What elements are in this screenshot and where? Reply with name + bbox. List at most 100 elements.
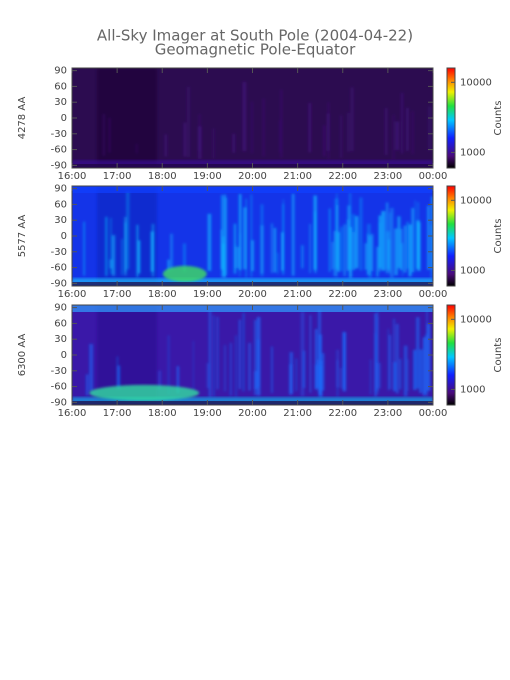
streak <box>426 323 431 391</box>
streak <box>381 210 386 271</box>
streak <box>350 87 354 152</box>
streak <box>212 128 215 159</box>
streak <box>377 311 379 392</box>
streak <box>392 318 396 390</box>
streak <box>136 224 139 278</box>
y-tick-label: 0 <box>61 231 67 242</box>
streak <box>376 246 379 277</box>
streak <box>251 101 253 154</box>
streak <box>176 366 180 394</box>
y-tick-label: 90 <box>54 303 67 314</box>
streak <box>346 219 351 272</box>
x-tick-label: 23:00 <box>373 171 402 182</box>
streak <box>427 205 430 270</box>
x-tick-label: 23:00 <box>373 289 402 300</box>
x-tick-label: 18:00 <box>148 408 177 419</box>
streak <box>321 353 325 391</box>
y-tick-label: 90 <box>54 184 67 195</box>
streak <box>364 243 367 270</box>
y-tick-label: 30 <box>54 97 67 108</box>
streak <box>401 242 404 277</box>
x-tick-label: 21:00 <box>283 171 312 182</box>
streak <box>167 335 170 395</box>
streak <box>392 114 395 160</box>
x-tick-label: 22:00 <box>328 171 357 182</box>
x-tick-label: 23:00 <box>373 408 402 419</box>
heatmap-image <box>72 305 433 405</box>
streak <box>183 122 187 157</box>
streak <box>111 235 115 275</box>
streak <box>280 89 283 158</box>
streak <box>354 216 359 269</box>
streak <box>223 345 227 392</box>
colorbar <box>446 67 456 169</box>
streak <box>327 102 330 159</box>
streak <box>399 358 402 390</box>
streak <box>366 223 371 275</box>
y-axis-label: 6300 AA <box>17 334 28 377</box>
streak <box>416 220 420 269</box>
streak <box>389 207 394 278</box>
streak <box>300 311 305 397</box>
streak <box>250 240 255 272</box>
streak <box>207 213 212 271</box>
x-tick-label: 16:00 <box>58 408 87 419</box>
streak <box>102 113 106 156</box>
streak <box>238 319 241 390</box>
x-tick-label: 22:00 <box>328 289 357 300</box>
streak <box>221 243 225 278</box>
streak <box>403 345 408 397</box>
streak <box>343 224 347 277</box>
streak <box>167 259 170 272</box>
x-tick-label: 19:00 <box>193 289 222 300</box>
streak <box>309 315 312 393</box>
streak <box>270 223 274 274</box>
streak <box>337 360 339 397</box>
streak <box>243 207 247 270</box>
streak <box>431 196 433 270</box>
streak <box>235 335 237 397</box>
chart-subtitle: Geomagnetic Pole-Equator <box>155 41 356 59</box>
colorbar-tick-label: 1000 <box>460 265 485 276</box>
colorbar-label: Counts <box>493 219 504 254</box>
streak <box>135 143 138 154</box>
streak <box>198 126 202 159</box>
y-tick-label: -90 <box>51 278 67 289</box>
streak <box>238 194 242 271</box>
streak <box>277 252 279 274</box>
streak <box>262 98 265 157</box>
streak <box>331 241 334 270</box>
streak <box>399 228 403 271</box>
streak <box>170 233 173 270</box>
streak <box>359 197 363 271</box>
streak <box>337 231 340 272</box>
x-tick-label: 21:00 <box>283 408 312 419</box>
streak <box>85 374 89 396</box>
streak <box>395 323 399 394</box>
streak <box>158 370 162 390</box>
x-tick-label: 00:00 <box>419 408 448 419</box>
x-tick-label: 00:00 <box>419 289 448 300</box>
streak <box>213 315 215 397</box>
x-tick-label: 18:00 <box>148 289 177 300</box>
streak <box>295 358 298 392</box>
streak <box>260 225 264 274</box>
streak <box>248 342 251 391</box>
x-tick-label: 17:00 <box>103 289 132 300</box>
streak <box>116 356 119 388</box>
streak <box>384 108 388 155</box>
streak <box>411 208 415 273</box>
y-tick-label: 60 <box>54 199 67 210</box>
streak <box>406 221 410 270</box>
heatmap-image <box>72 186 433 286</box>
streak <box>347 112 350 152</box>
streak <box>376 362 381 389</box>
streak <box>378 222 381 272</box>
streak <box>427 106 432 151</box>
streak <box>422 337 426 396</box>
streak <box>408 224 412 277</box>
x-tick-label: 16:00 <box>58 171 87 182</box>
streak <box>192 340 194 391</box>
streak <box>232 133 236 153</box>
streak <box>339 226 343 272</box>
